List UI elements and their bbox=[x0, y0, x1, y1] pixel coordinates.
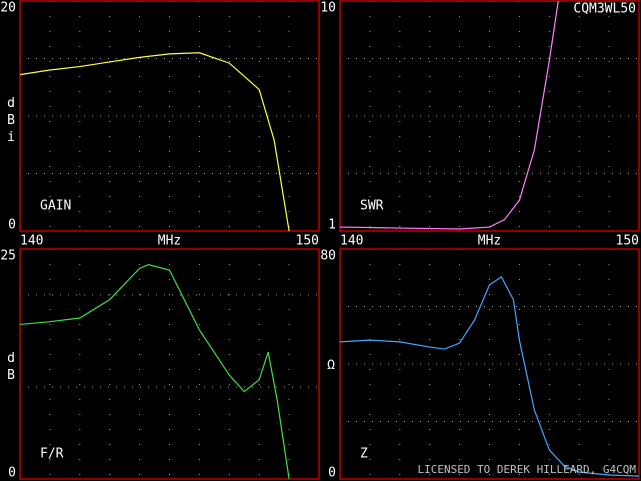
chart-annotation: F/R bbox=[40, 447, 64, 462]
x-axis-label: MHz bbox=[478, 234, 501, 249]
chart-panel: 0 25 dB F/R bbox=[0, 248, 320, 481]
license-text: LICENSED TO DEREK HILLEARD, G4CQM bbox=[417, 463, 636, 476]
y-tick-label: 10 bbox=[320, 1, 336, 16]
x-tick-label: 140 bbox=[20, 234, 43, 249]
data-line bbox=[339, 276, 640, 477]
plot-border bbox=[19, 248, 320, 480]
y-tick-label: 20 bbox=[0, 1, 16, 16]
data-line bbox=[19, 264, 290, 480]
x-tick-label: 150 bbox=[616, 234, 639, 249]
y-tick-label: 25 bbox=[0, 249, 16, 264]
y-tick-label: 80 bbox=[320, 249, 336, 264]
model-name: CQM3WL50 bbox=[573, 2, 636, 17]
chart-panel: 0 80 Ω Z bbox=[320, 248, 640, 481]
plot-border bbox=[19, 0, 320, 232]
y-tick-label: 0 bbox=[8, 466, 16, 481]
plot-border bbox=[339, 0, 640, 232]
y-tick-label: 0 bbox=[328, 466, 336, 481]
data-line bbox=[339, 0, 559, 230]
chart-annotation: Z bbox=[360, 447, 368, 462]
chart-annotation: SWR bbox=[360, 199, 384, 214]
y-axis-label: Ω bbox=[324, 358, 339, 375]
plot-border bbox=[339, 248, 640, 480]
data-line bbox=[19, 52, 290, 232]
chart-annotation: GAIN bbox=[40, 199, 71, 214]
x-axis-label: MHz bbox=[158, 234, 181, 249]
x-tick-label: 140 bbox=[340, 234, 363, 249]
y-axis-label: dBi bbox=[4, 96, 19, 147]
chart-panel: 1 10 140 150 MHz SWR bbox=[320, 0, 640, 249]
y-tick-label: 1 bbox=[328, 218, 336, 233]
y-tick-label: 0 bbox=[8, 218, 16, 233]
y-axis-label: dB bbox=[4, 351, 19, 385]
chart-panel: 0 20 140 150 MHz dBi GAIN bbox=[0, 0, 320, 249]
x-tick-label: 150 bbox=[296, 234, 319, 249]
